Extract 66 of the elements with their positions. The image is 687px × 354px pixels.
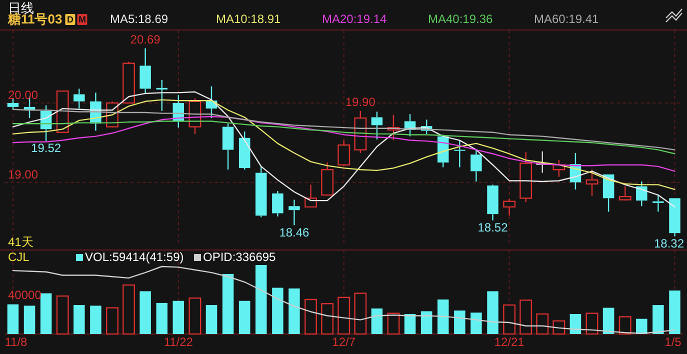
x-tick-label: 1/5 — [664, 335, 682, 350]
bar — [188, 298, 202, 335]
bar — [140, 291, 151, 334]
text: D — [66, 14, 74, 24]
bar — [304, 298, 317, 335]
bar — [7, 304, 19, 334]
bar — [387, 312, 400, 335]
legend-label: OPID:336695 — [203, 250, 276, 264]
bar — [602, 308, 614, 334]
bar — [536, 313, 549, 335]
bar — [338, 296, 350, 335]
bar — [669, 290, 680, 334]
text: MA5:18.69 — [110, 12, 168, 26]
annotation: 18.32 — [654, 236, 684, 250]
bar — [454, 310, 466, 334]
x-tick-label: 11/8 — [4, 335, 28, 350]
bar — [40, 293, 52, 334]
bar — [570, 314, 582, 334]
bar — [652, 305, 664, 334]
bar — [354, 292, 367, 335]
bar — [74, 305, 85, 334]
x-tick-label: 11/22 — [164, 335, 194, 350]
bar — [272, 288, 284, 334]
chart-title: CJL — [8, 250, 30, 264]
text: MA60:19.41 — [534, 12, 600, 26]
bar — [636, 318, 648, 334]
bar — [371, 308, 383, 334]
bar — [156, 302, 168, 334]
bar — [420, 311, 432, 334]
bar — [470, 312, 482, 334]
bar — [122, 284, 136, 335]
legend-label: VOL:59414(41:59) — [85, 250, 184, 264]
bar — [256, 265, 267, 334]
text: MA20:19.14 — [322, 12, 388, 26]
annotation: 18.52 — [478, 220, 508, 235]
bar — [56, 295, 69, 335]
bar — [520, 300, 532, 335]
bar — [222, 274, 234, 334]
text: MA10:18.91 — [216, 12, 282, 26]
annotation: 20.69 — [130, 32, 161, 46]
bar — [288, 288, 300, 334]
bar — [238, 300, 250, 334]
y-tick-label: 19.00 — [8, 167, 38, 182]
text: MA40:19.36 — [428, 12, 494, 26]
bar — [487, 291, 498, 334]
bar — [24, 306, 36, 334]
y-tick-label: 20.00 — [8, 88, 38, 102]
bar — [404, 314, 416, 334]
bar — [437, 300, 449, 334]
annotation: 40000 — [8, 288, 42, 302]
bar — [206, 305, 218, 334]
annotation: 19.90 — [345, 95, 376, 110]
bar — [172, 300, 184, 334]
bar — [503, 304, 516, 335]
bar — [321, 303, 334, 335]
bar — [90, 306, 102, 334]
annotation: 18.46 — [279, 225, 310, 240]
bar — [618, 316, 632, 335]
bar — [586, 312, 598, 335]
text: M — [78, 14, 86, 24]
annotation: 19.52 — [31, 141, 62, 156]
x-tick-label: 12/21 — [494, 335, 525, 350]
bar — [106, 307, 118, 335]
x-tick-label: 12/7 — [332, 335, 356, 350]
bar — [552, 320, 566, 335]
annotation: 41天 — [8, 235, 34, 250]
